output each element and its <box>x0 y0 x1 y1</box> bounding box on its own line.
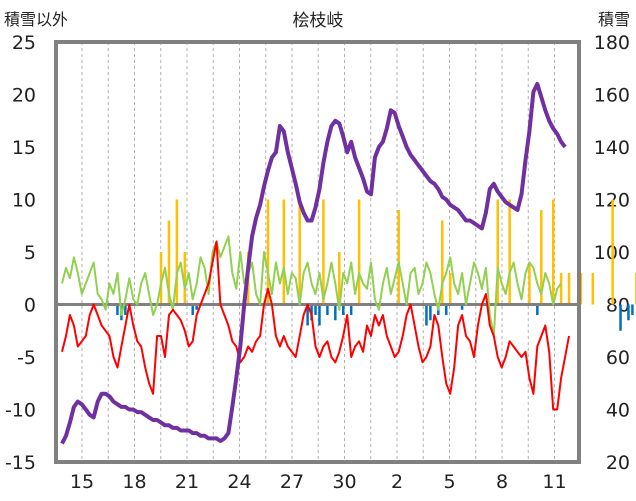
x-tick-label: 21 <box>175 471 199 493</box>
right-axis-label: 積雪 <box>597 10 630 29</box>
negative-bar <box>627 304 630 321</box>
series-red-line <box>61 240 570 411</box>
snowfall-bar <box>496 199 499 305</box>
x-tick-label: 24 <box>227 471 251 493</box>
snowfall-bar <box>338 252 341 305</box>
snowfall-bar <box>441 220 444 305</box>
negative-bar <box>334 304 337 321</box>
snowfall-bar <box>559 273 563 305</box>
negative-bar <box>631 304 634 315</box>
snowfall-bar <box>508 199 511 305</box>
negative-bar <box>341 304 345 315</box>
snowfall-bar <box>322 199 325 305</box>
snowfall-bar <box>611 199 614 305</box>
negative-bar <box>536 304 539 315</box>
y-tick-label-right: 140 <box>594 137 630 159</box>
y-tick-label-left: 25 <box>12 32 36 54</box>
negative-bar <box>444 304 448 315</box>
snowfall-bar <box>266 199 270 305</box>
y-tick-label-left: 15 <box>12 137 36 159</box>
y-tick-label-left: 20 <box>12 85 36 107</box>
negative-bar <box>619 304 622 331</box>
negative-bar <box>425 304 428 326</box>
x-tick-label: 30 <box>332 471 356 493</box>
snowfall-bar <box>159 252 163 305</box>
series-snow-depth-line <box>60 82 567 445</box>
negative-bar <box>195 304 198 310</box>
x-tick-label: 8 <box>496 471 508 493</box>
snowfall-bar <box>540 210 543 305</box>
left-axis-label: 積雪以外 <box>4 10 69 29</box>
snowfall-bar <box>183 252 187 305</box>
y-tick-label-right: 180 <box>594 32 630 54</box>
y-tick-label-right: 160 <box>594 85 630 107</box>
x-tick-label: 27 <box>280 471 304 493</box>
snowfall-bar <box>551 199 555 305</box>
x-tick-label: 15 <box>70 471 94 493</box>
snowfall-bar <box>528 262 531 305</box>
y-tick-label-right: 80 <box>606 295 630 317</box>
negative-bar <box>460 304 464 310</box>
negative-bar <box>318 304 321 326</box>
plot-frame <box>54 40 581 464</box>
y-tick-label-right: 40 <box>606 400 630 422</box>
chart-title: 桧枝岐 <box>292 11 344 31</box>
y-tick-label-left: -10 <box>5 400 36 422</box>
snowfall-bar <box>282 199 286 305</box>
x-tick-label: 18 <box>122 471 146 493</box>
snowfall-bar <box>298 199 301 305</box>
negative-bar <box>349 304 353 315</box>
x-tick-label: 2 <box>391 471 403 493</box>
snowfall-bar <box>175 199 179 305</box>
negative-bar <box>306 304 309 326</box>
y-tick-label-left: 5 <box>24 242 36 264</box>
y-tick-label-left: -5 <box>17 347 36 369</box>
y-tick-label-left: -15 <box>5 452 36 474</box>
snowfall-bar <box>357 199 361 305</box>
x-tick-label: 11 <box>542 471 566 493</box>
negative-bar <box>326 304 329 315</box>
snowfall-bar <box>448 273 452 305</box>
negative-bar <box>191 304 194 315</box>
x-tick-label: 5 <box>443 471 455 493</box>
negative-bar <box>314 304 317 315</box>
y-tick-label-right: 20 <box>606 452 630 474</box>
negative-bar <box>124 304 127 315</box>
snowfall-bar <box>167 220 171 305</box>
y-tick-label-left: 10 <box>12 190 36 212</box>
snowfall-bar <box>591 273 595 305</box>
series-green-line <box>61 235 562 337</box>
y-tick-label-left: 0 <box>24 295 36 317</box>
negative-bar <box>116 304 119 315</box>
y-tick-label-right: 60 <box>606 347 630 369</box>
snowfall-bar <box>397 210 400 305</box>
negative-bar <box>429 304 432 321</box>
snowfall-bar <box>567 273 571 305</box>
